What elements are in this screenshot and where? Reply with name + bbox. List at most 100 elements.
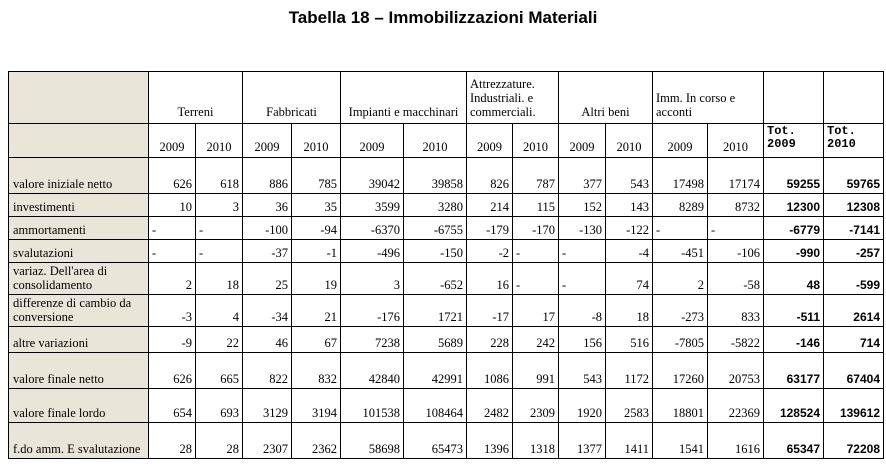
- total-cell: 139612: [823, 388, 884, 423]
- table-cell: -: [707, 216, 764, 240]
- table-cell: 1396: [466, 422, 513, 459]
- table-cell: 152: [558, 193, 606, 217]
- table-cell: -: [512, 262, 559, 295]
- table-cell: 17174: [707, 157, 764, 194]
- table-row: valore finale lordo 654 693 3129 3194 101538 1…: [8, 388, 884, 423]
- year-header: 2010: [195, 123, 243, 158]
- table-cell: -: [195, 239, 243, 263]
- table-row: valore iniziale netto 626 618 886 785 39042 39…: [8, 157, 884, 194]
- year-header: 2010: [291, 123, 341, 158]
- table-cell: 18: [605, 294, 653, 327]
- table-cell: 156: [558, 326, 606, 353]
- table-cell: 22: [195, 326, 243, 353]
- row-label: f.do amm. E svalutazione: [8, 422, 149, 459]
- tot-2010-blank: [823, 71, 884, 124]
- total-cell: 67404: [823, 352, 884, 389]
- total-cell: -599: [823, 262, 884, 295]
- total-cell: 2614: [823, 294, 884, 327]
- table-cell: 65473: [403, 422, 467, 459]
- table-cell: 3599: [340, 193, 404, 217]
- table-cell: 115: [512, 193, 559, 217]
- total-cell: -146: [763, 326, 824, 353]
- tot-2010-header: Tot. 2010: [823, 123, 884, 158]
- table-cell: 39858: [403, 157, 467, 194]
- year-header: 2009: [558, 123, 606, 158]
- table-cell: 242: [512, 326, 559, 353]
- table-cell: -: [195, 216, 243, 240]
- table-cell: 7238: [340, 326, 404, 353]
- table-cell: 886: [242, 157, 292, 194]
- table-cell: -: [558, 262, 606, 295]
- table-cell: 618: [195, 157, 243, 194]
- table-cell: -94: [291, 216, 341, 240]
- table-cell: 16: [466, 262, 513, 295]
- table-cell: 4: [195, 294, 243, 327]
- table-cell: 2309: [512, 388, 559, 423]
- group-header-imm-in-corso: Imm. In corso e acconti: [652, 71, 764, 124]
- year-header: 2010: [403, 123, 467, 158]
- tot-2009-header: Tot. 2009: [763, 123, 824, 158]
- table-cell: 8732: [707, 193, 764, 217]
- table-cell: 67: [291, 326, 341, 353]
- total-cell: 714: [823, 326, 884, 353]
- table-cell: 2: [652, 262, 708, 295]
- table-cell: 1616: [707, 422, 764, 459]
- total-cell: 12308: [823, 193, 884, 217]
- table-cell: 1377: [558, 422, 606, 459]
- table-cell: -2: [466, 239, 513, 263]
- group-header-row: Terreni Fabbricati Impianti e macchinari…: [8, 71, 884, 124]
- table-cell: 108464: [403, 388, 467, 423]
- table-cell: 543: [558, 352, 606, 389]
- table-cell: 17: [512, 294, 559, 327]
- table-cell: -5822: [707, 326, 764, 353]
- total-cell: 72208: [823, 422, 884, 459]
- table-cell: 2482: [466, 388, 513, 423]
- table-title: Tabella 18 – Immobilizzazioni Materiali: [288, 8, 598, 27]
- row-label: altre variazioni: [8, 326, 149, 353]
- table-cell: 28: [195, 422, 243, 459]
- group-header-attrezzature: Attrezzature. Industriali. e commerciali…: [466, 71, 559, 124]
- table-cell: -17: [466, 294, 513, 327]
- table-cell: 10: [148, 193, 196, 217]
- row-label: differenze di cambio da conversione: [8, 294, 149, 327]
- year-header: 2010: [605, 123, 653, 158]
- year-header: 2009: [340, 123, 404, 158]
- table-cell: 35: [291, 193, 341, 217]
- row-label: ammortamenti: [8, 216, 149, 240]
- table-cell: -451: [652, 239, 708, 263]
- table-cell: -9: [148, 326, 196, 353]
- table-cell: 2307: [242, 422, 292, 459]
- table-cell: -: [148, 239, 196, 263]
- table-cell: 626: [148, 352, 196, 389]
- table-cell: -6755: [403, 216, 467, 240]
- total-cell: 65347: [763, 422, 824, 459]
- total-cell: 12300: [763, 193, 824, 217]
- table-cell: 785: [291, 157, 341, 194]
- year-header: 2009: [466, 123, 513, 158]
- table-cell: -130: [558, 216, 606, 240]
- table-row: valore finale netto 626 665 822 832 42840 4299…: [8, 352, 884, 389]
- table-row: svalutazioni - - -37 -1 -496 -150 -2- - -4 -451 -10…: [8, 239, 884, 263]
- table-cell: 18801: [652, 388, 708, 423]
- table-cell: 2: [148, 262, 196, 295]
- table-cell: -37: [242, 239, 292, 263]
- table-cell: 3129: [242, 388, 292, 423]
- table-cell: 42840: [340, 352, 404, 389]
- table-cell: 5689: [403, 326, 467, 353]
- total-cell: 128524: [763, 388, 824, 423]
- table-cell: 42991: [403, 352, 467, 389]
- table-cell: -122: [605, 216, 653, 240]
- table-cell: 21: [291, 294, 341, 327]
- group-header-fabbricati: Fabbricati: [242, 71, 341, 124]
- total-cell: -257: [823, 239, 884, 263]
- table-cell: 20753: [707, 352, 764, 389]
- year-header: 2010: [512, 123, 559, 158]
- table-cell: -1: [291, 239, 341, 263]
- year-header: 2009: [148, 123, 196, 158]
- table-row: f.do amm. E svalutazione 28 28 2307 2362 5869…: [8, 422, 884, 459]
- table-cell: 214: [466, 193, 513, 217]
- table-cell: 39042: [340, 157, 404, 194]
- table-cell: 17498: [652, 157, 708, 194]
- table-cell: 3: [340, 262, 404, 295]
- total-cell: 59255: [763, 157, 824, 194]
